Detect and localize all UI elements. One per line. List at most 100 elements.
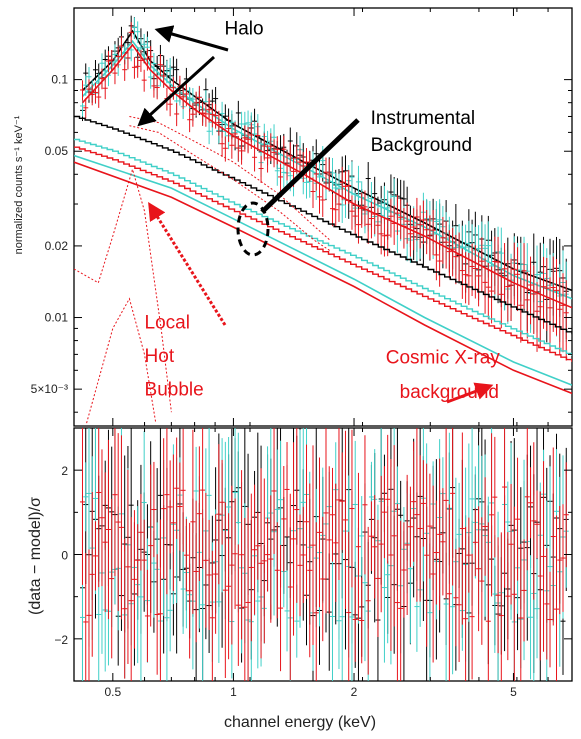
residual-point-red (109, 498, 115, 659)
residual-point-red (99, 449, 105, 587)
residual-plot (79, 428, 569, 681)
residual-point-red (291, 442, 297, 636)
data-point-red (255, 122, 261, 150)
residual-point-red (515, 457, 521, 581)
residual-point-red (161, 438, 167, 580)
data-point-red (550, 256, 556, 332)
data-point-red (407, 215, 413, 257)
data-point-red (196, 86, 202, 110)
data-point-red (180, 85, 186, 110)
residual-point-red (375, 519, 381, 637)
residual-point-red (268, 495, 274, 623)
residual-point-red (112, 428, 118, 577)
residual-point-red (528, 467, 534, 539)
residual-point-red (323, 428, 329, 614)
residual-point-red (274, 522, 280, 619)
data-point-red (245, 126, 251, 154)
data-point-black (174, 58, 180, 82)
residual-point-red (352, 577, 358, 662)
data-point-red (154, 76, 160, 100)
residual-point-red (505, 532, 511, 661)
local-hot-bubble-arrow (148, 201, 227, 326)
data-point-red (278, 163, 284, 193)
residual-point-red (459, 432, 465, 625)
residual-point-red (372, 495, 378, 599)
data-point-red (83, 98, 89, 119)
residual-point-red (427, 473, 433, 579)
residual-point-red (258, 468, 264, 659)
model-step-black-3 (74, 115, 572, 335)
annotations: Halo Instrumental Background Local Hot Bubble… (137, 18, 500, 404)
residual-point-red (245, 507, 251, 681)
data-point-red (304, 148, 310, 179)
residual-point-red (381, 466, 387, 559)
data-point-red (466, 253, 472, 305)
residual-point-red (531, 442, 537, 600)
data-point-red (316, 182, 322, 214)
residual-point-red (281, 465, 287, 572)
halo-component-dotted-curve (129, 125, 332, 252)
data-point-red (102, 78, 108, 100)
data-point-red (99, 68, 105, 90)
residual-point-red (180, 428, 186, 552)
data-point-red (265, 145, 271, 173)
data-point-red (378, 216, 384, 255)
lhb-component-dotted-curve (74, 167, 172, 413)
data-point-red (92, 82, 98, 104)
data-point-red (118, 35, 124, 58)
instrumental-background-pointer (260, 118, 360, 214)
model-step-cyan-4 (74, 138, 572, 356)
residual-point-red (177, 462, 183, 551)
data-point-red (437, 240, 443, 287)
data-point-red (440, 217, 446, 264)
residual-point-red (242, 518, 248, 681)
residual-point-red (216, 444, 222, 585)
residual-point-red (534, 490, 540, 559)
residual-point-red (206, 519, 212, 630)
residual-point-cyan (278, 440, 284, 559)
data-point-red (235, 135, 241, 162)
residual-point-red (349, 429, 355, 588)
data-point-red (537, 277, 543, 349)
residual-point-red (417, 455, 423, 602)
residual-point-red (362, 435, 368, 575)
data-point-red (96, 87, 102, 108)
residual-point-red (248, 493, 254, 642)
residual-point-red (495, 537, 501, 654)
data-point-red (485, 262, 491, 320)
instrumental-background-ellipse (236, 201, 270, 257)
residual-point-cyan (86, 428, 92, 573)
residual-point-red (102, 472, 108, 613)
data-point-red (508, 258, 514, 321)
residual-point-red (476, 506, 482, 632)
spectrum-panel-frame (73, 7, 573, 427)
residual-point-red (154, 554, 160, 675)
data-point-red (521, 243, 527, 309)
data-series-black (79, 15, 569, 343)
residual-point-red (203, 492, 209, 628)
residual-point-red (135, 524, 141, 597)
residual-point-red (157, 519, 163, 681)
data-point-red (242, 125, 248, 152)
residual-point-red (420, 460, 426, 547)
data-point-red (411, 208, 417, 251)
model-step-red-5 (74, 146, 572, 362)
residual-point-cyan (336, 572, 342, 670)
data-point-red (365, 207, 371, 244)
data-point-red (489, 266, 495, 324)
residual-point-red (96, 428, 102, 588)
data-point-red (492, 236, 498, 295)
data-point-red (329, 193, 335, 227)
annotation-label: Halo (225, 18, 264, 39)
residual-point-red (200, 428, 206, 569)
data-point-red (394, 195, 400, 235)
residual-point-red (544, 548, 550, 660)
residual-y-tick-label: 0 (61, 549, 68, 563)
residual-point-red (128, 517, 134, 681)
residual-point-red (424, 463, 430, 647)
residual-point-red (489, 433, 495, 597)
halo-arrow (154, 25, 229, 52)
residual-point-red (401, 522, 407, 618)
residual-series-black (79, 428, 569, 681)
residual-point-red (554, 515, 560, 681)
